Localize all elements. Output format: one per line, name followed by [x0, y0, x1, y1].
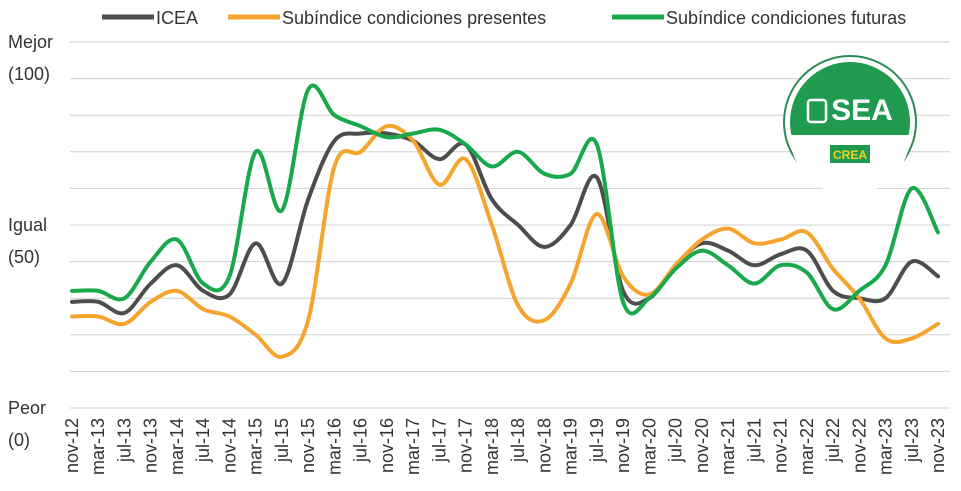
y-label: Mejor: [8, 32, 53, 52]
x-tick-label: jul-21: [744, 418, 764, 463]
x-tick-label: nov-17: [456, 418, 476, 473]
x-tick-label: mar-15: [246, 418, 266, 475]
x-tick-label: jul-16: [351, 418, 371, 463]
x-tick-label: jul-13: [114, 418, 134, 463]
y-label: Igual: [8, 215, 47, 235]
series-line: [70, 83, 940, 316]
x-tick-label: nov-22: [849, 418, 869, 473]
logo-icon: [806, 98, 828, 124]
x-tick-label: nov-19: [613, 418, 633, 473]
y-sublabel: (0): [8, 430, 30, 450]
x-tick-label: nov-15: [298, 418, 318, 473]
x-tick-label: nov-14: [219, 418, 239, 473]
logo: SEA CREA: [783, 55, 917, 195]
x-tick-label: jul-19: [587, 418, 607, 463]
x-tick-label: mar-13: [88, 418, 108, 475]
x-tick-label: jul-20: [666, 418, 686, 463]
x-tick-label: mar-20: [639, 418, 659, 475]
series-line: [70, 123, 940, 359]
x-tick-label: mar-21: [718, 418, 738, 475]
x-tick-label: mar-19: [561, 418, 581, 475]
x-tick-label: jul-22: [823, 418, 843, 463]
x-tick-label: jul-14: [193, 418, 213, 463]
x-tick-label: jul-18: [508, 418, 528, 463]
x-tick-label: nov-18: [534, 418, 554, 473]
x-tick-label: mar-14: [167, 418, 187, 475]
legend-label: Subíndice condiciones futuras: [666, 8, 906, 28]
x-tick-label: jul-17: [429, 418, 449, 463]
legend-label: Subíndice condiciones presentes: [282, 8, 546, 28]
y-sublabel: (100): [8, 64, 50, 84]
x-tick-label: nov-13: [141, 418, 161, 473]
x-tick-label: nov-23: [928, 418, 948, 473]
x-tick-label: nov-12: [62, 418, 82, 473]
x-tick-label: mar-17: [403, 418, 423, 475]
x-tick-label: nov-16: [377, 418, 397, 473]
x-tick-label: nov-21: [771, 418, 791, 473]
x-tick-label: mar-22: [797, 418, 817, 475]
x-tick-label: jul-15: [272, 418, 292, 463]
series-line: [70, 130, 940, 316]
x-tick-label: mar-16: [324, 418, 344, 475]
logo-lower: [790, 135, 910, 195]
x-tick-label: jul-23: [902, 418, 922, 463]
legend-label: ICEA: [156, 8, 198, 28]
logo-subtext: CREA: [833, 148, 867, 162]
logo-badge: [830, 145, 870, 163]
y-label: Peor: [8, 398, 46, 418]
x-tick-label: nov-20: [692, 418, 712, 473]
logo-text: SEA: [831, 94, 893, 127]
y-sublabel: (50): [8, 247, 40, 267]
x-tick-label: mar-23: [876, 418, 896, 475]
x-tick-label: mar-18: [482, 418, 502, 475]
